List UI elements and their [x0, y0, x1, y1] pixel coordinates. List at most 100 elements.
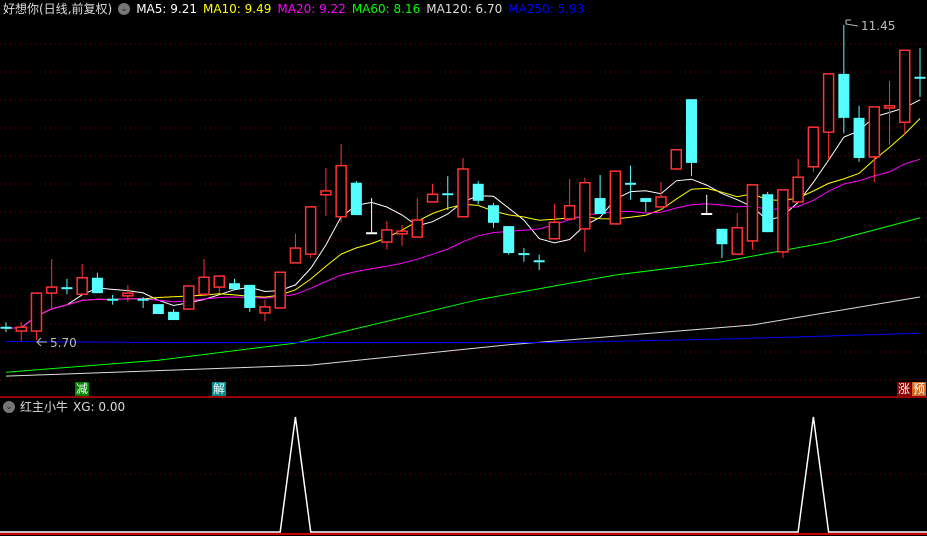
candle [137, 296, 149, 308]
max-price-marker: 11.45 [845, 19, 895, 33]
candle [472, 181, 484, 205]
candle-body [304, 206, 317, 255]
candle-body [0, 326, 12, 329]
candle-body [701, 213, 713, 216]
candle-body [914, 76, 926, 79]
signal-tag-zhang[interactable]: 涨 [897, 382, 911, 396]
candle [229, 278, 240, 290]
candle-body [259, 306, 271, 314]
candle-body [731, 226, 743, 255]
candle-body [45, 286, 58, 294]
signal-tag-yu[interactable]: 预 [912, 382, 926, 396]
candle [366, 198, 378, 235]
candle [30, 292, 43, 340]
candle [320, 167, 332, 217]
candle [533, 254, 545, 271]
candle [914, 48, 926, 97]
candle [579, 177, 591, 252]
candle [61, 278, 73, 295]
candle [244, 284, 256, 312]
indicator-name: 红主小牛 [20, 400, 69, 414]
candle-body [853, 117, 865, 158]
candle-body [792, 176, 804, 203]
candle-body [609, 170, 622, 225]
candle [381, 221, 393, 250]
candle [0, 322, 12, 333]
candle [563, 178, 576, 220]
candle [168, 309, 180, 321]
candle-body [442, 193, 454, 196]
candle [15, 322, 27, 341]
candle [746, 184, 759, 250]
candle [640, 198, 652, 212]
candle [853, 105, 865, 162]
candle-body [563, 205, 576, 220]
candle [701, 194, 713, 216]
candle [396, 225, 408, 246]
xg-line [0, 416, 927, 533]
candle-body [640, 198, 652, 202]
candle-body [579, 181, 591, 230]
candle-body [350, 182, 362, 216]
candle [107, 294, 119, 305]
candle-body [366, 232, 378, 235]
candle-body [503, 226, 515, 254]
main-legend: 好想你(日线,前复权) ⌄ MA5: 9.21 MA10: 9.49 MA20:… [3, 2, 584, 16]
candle-body [213, 275, 226, 288]
candle [503, 226, 515, 255]
candle-body [168, 311, 180, 321]
ma120-value: MA120: 6.70 [426, 2, 503, 16]
candle [868, 106, 881, 183]
sub-legend: ⌄ 红主小牛 XG: 0.00 [3, 400, 125, 414]
candle [213, 275, 226, 294]
signal-tag-jian[interactable]: 减 [75, 382, 89, 396]
xg-indicator [0, 416, 927, 533]
signal-tag-jie[interactable]: 解 [212, 382, 226, 396]
ma60-value: MA60: 8.16 [351, 2, 421, 16]
candle-body [746, 184, 759, 242]
ma5-value: MA5: 9.21 [136, 2, 197, 16]
candle-body [807, 126, 820, 168]
candle-body [183, 285, 195, 310]
candle-body [625, 182, 637, 185]
candle [655, 182, 667, 208]
candle-body [426, 193, 439, 203]
ma20-value: MA20: 9.22 [277, 2, 346, 16]
min-price-label: 5.70 [50, 336, 77, 350]
candle [442, 176, 454, 211]
candle [183, 285, 195, 310]
candle [899, 49, 911, 135]
candle-body [838, 73, 850, 118]
candle [411, 198, 424, 238]
candle-body [335, 164, 347, 218]
candle-body [91, 277, 103, 294]
candle-body [883, 105, 896, 109]
candle [487, 203, 499, 228]
candle [289, 233, 302, 264]
candle-body [762, 194, 774, 233]
candle-body [396, 230, 408, 235]
candle-body [777, 189, 789, 253]
candle [426, 183, 439, 203]
candle-body [76, 276, 88, 295]
candle-body [548, 221, 561, 240]
candle [716, 228, 728, 258]
candle-body [686, 99, 697, 163]
candle [518, 248, 530, 262]
ma120-line [5, 296, 921, 377]
candle [350, 181, 362, 216]
chevron-down-icon[interactable]: ⌄ [3, 401, 15, 413]
candle [152, 304, 164, 315]
candle [45, 259, 58, 308]
candle-body [244, 284, 256, 308]
ma250-line [5, 332, 921, 344]
candle-body [107, 298, 119, 301]
min-price-marker: 5.70 [36, 336, 77, 350]
candle [762, 192, 774, 233]
candle [731, 212, 743, 255]
candle-body [411, 219, 424, 238]
candle-body [381, 229, 393, 243]
chevron-down-icon[interactable]: ⌄ [118, 3, 131, 15]
xg-value: XG: 0.00 [73, 400, 126, 414]
